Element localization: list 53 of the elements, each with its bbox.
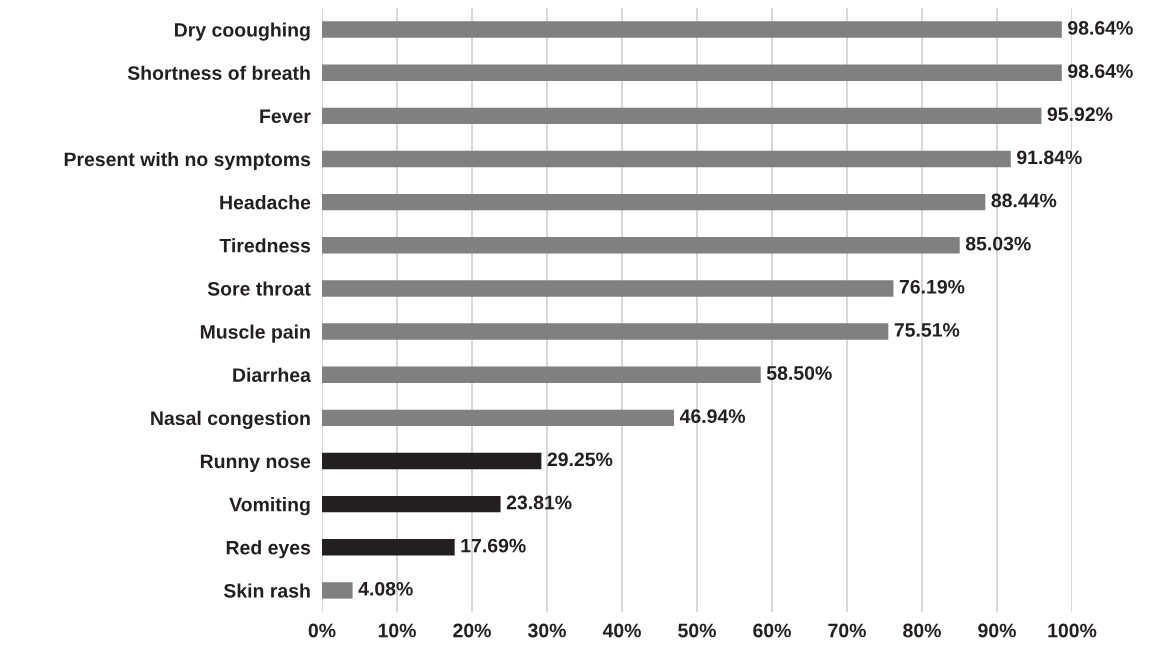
data-label: 17.69% xyxy=(461,538,526,553)
y-tick-label: Muscle pain xyxy=(200,324,310,343)
data-label: 75.51% xyxy=(894,323,960,337)
x-tick-label: 10% xyxy=(378,623,416,638)
x-tick-label: 0% xyxy=(308,623,336,638)
data-label: 98.64% xyxy=(1068,21,1133,35)
y-tick-label: Fever xyxy=(260,109,311,124)
bar xyxy=(322,193,986,211)
data-label: 29.25% xyxy=(547,452,613,467)
data-label: 98.64% xyxy=(1068,64,1133,78)
bar xyxy=(322,452,542,470)
data-label: 76.19% xyxy=(899,279,965,294)
y-tick-label: Red eyes xyxy=(226,540,311,559)
x-tick-label: 80% xyxy=(903,623,941,638)
y-tick-label: Headache xyxy=(220,195,311,210)
y-tick-label: Runny nose xyxy=(200,454,311,473)
data-label: 46.94% xyxy=(679,409,746,424)
x-tick-label: 30% xyxy=(527,623,566,638)
x-tick-label: 60% xyxy=(753,623,791,638)
y-tick-label: Nasal congestion xyxy=(151,410,310,430)
bar xyxy=(322,150,1011,168)
y-tick-label: Skin rash xyxy=(223,583,310,598)
y-tick-label: Shortness of breath xyxy=(127,65,310,80)
bar xyxy=(322,366,761,383)
x-tick-label: 100% xyxy=(1048,623,1097,638)
x-tick-label: 90% xyxy=(978,623,1016,638)
data-label: 88.44% xyxy=(991,193,1057,208)
bar xyxy=(322,323,889,340)
bar xyxy=(322,280,894,297)
bar xyxy=(322,21,1062,38)
bar xyxy=(322,64,1062,81)
data-label: 58.50% xyxy=(766,366,832,380)
y-tick-label: Dry cooughing xyxy=(175,22,310,41)
bar xyxy=(322,107,1042,125)
x-tick-label: 50% xyxy=(678,623,716,638)
data-label: 23.81% xyxy=(506,495,572,510)
bar xyxy=(322,582,353,599)
x-tick-label: 70% xyxy=(828,623,866,638)
data-label: 4.08% xyxy=(358,581,413,596)
y-tick-label: Tiredness xyxy=(219,238,311,253)
bar xyxy=(322,237,960,254)
bar xyxy=(322,495,501,513)
bar xyxy=(322,539,455,556)
x-tick-label: 40% xyxy=(602,623,641,638)
y-tick-label: Diarrhea xyxy=(233,367,312,382)
bar xyxy=(322,409,675,427)
data-label: 91.84% xyxy=(1017,150,1082,165)
y-tick-label: Vomiting xyxy=(229,497,310,516)
data-label: 85.03% xyxy=(965,236,1031,251)
data-label: 95.92% xyxy=(1047,107,1113,122)
y-tick-label: Sore throat xyxy=(207,281,311,296)
x-tick-label: 20% xyxy=(453,623,491,638)
y-tick-label: Present with no symptoms xyxy=(64,151,311,171)
